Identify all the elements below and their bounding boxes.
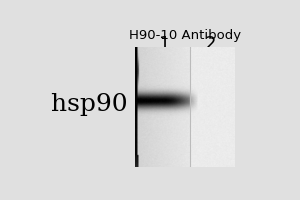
Text: 2: 2 (205, 35, 217, 53)
Text: 1: 1 (158, 35, 170, 53)
Text: hsp90 -: hsp90 - (52, 93, 145, 116)
Text: H90-10 Antibody: H90-10 Antibody (129, 29, 241, 42)
